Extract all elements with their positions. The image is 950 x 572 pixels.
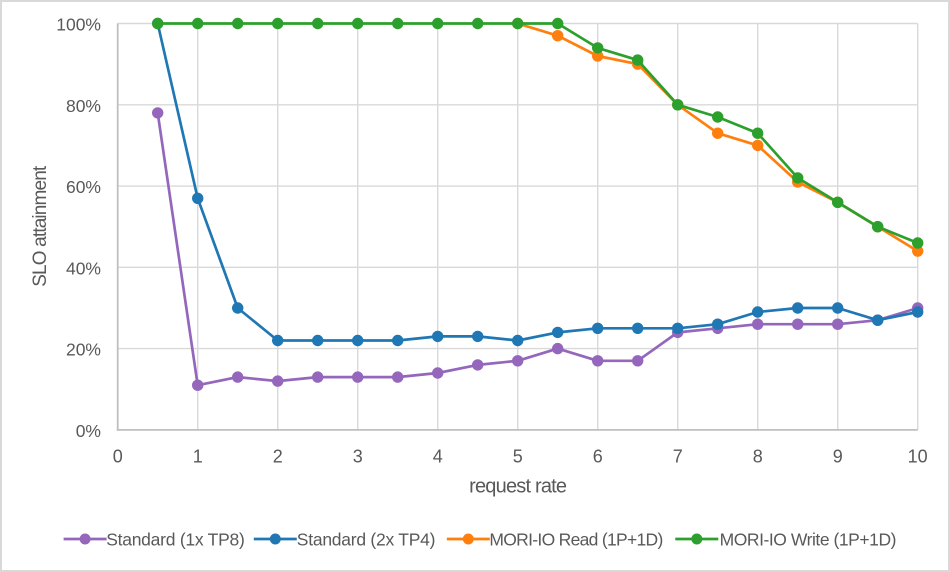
svg-text:2: 2	[273, 446, 283, 466]
svg-text:Standard (2x TP4): Standard (2x TP4)	[297, 529, 435, 549]
svg-text:MORI-IO Write (1P+1D): MORI-IO Write (1P+1D)	[720, 529, 896, 549]
svg-text:Standard (1x TP8): Standard (1x TP8)	[106, 529, 244, 549]
svg-text:9: 9	[833, 446, 843, 466]
svg-text:request rate: request rate	[469, 476, 567, 498]
svg-text:40%: 40%	[66, 258, 101, 278]
svg-text:10: 10	[908, 446, 928, 466]
svg-text:6: 6	[593, 446, 603, 466]
svg-text:100%: 100%	[56, 15, 101, 35]
svg-text:0: 0	[113, 446, 123, 466]
svg-text:5: 5	[513, 446, 523, 466]
svg-text:7: 7	[673, 446, 683, 466]
svg-text:20%: 20%	[66, 340, 101, 360]
svg-text:1: 1	[193, 446, 203, 466]
svg-text:MORI-IO Read (1P+1D): MORI-IO Read (1P+1D)	[489, 529, 662, 549]
svg-text:4: 4	[433, 446, 443, 466]
svg-text:SLO attainment: SLO attainment	[30, 165, 51, 287]
svg-text:80%: 80%	[66, 96, 101, 116]
svg-text:3: 3	[353, 446, 363, 466]
svg-text:0%: 0%	[76, 421, 101, 441]
svg-text:60%: 60%	[66, 177, 101, 197]
svg-text:8: 8	[753, 446, 763, 466]
